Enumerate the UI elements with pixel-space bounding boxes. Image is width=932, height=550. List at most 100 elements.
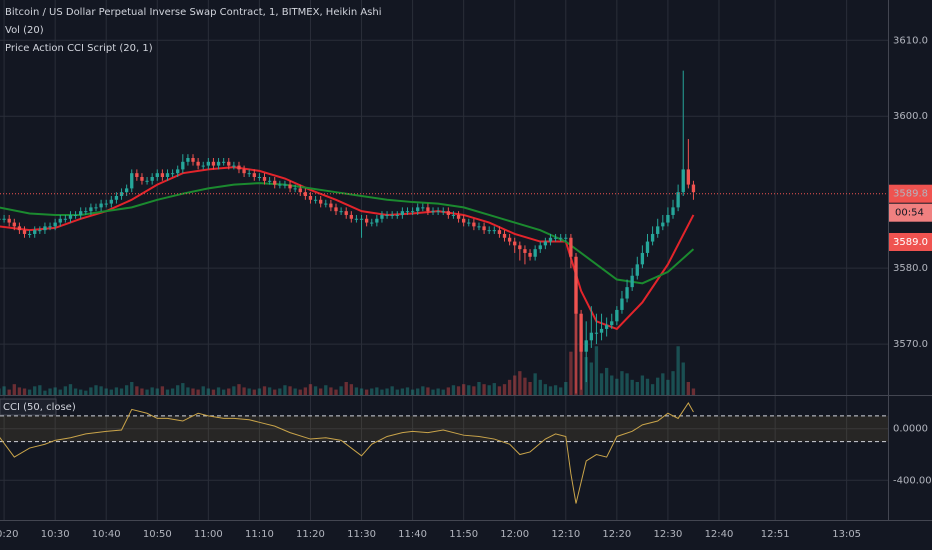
candle-body <box>640 252 645 265</box>
candle-body <box>89 207 93 212</box>
volume-bar <box>615 378 619 395</box>
candle-body <box>686 169 690 185</box>
candle-body <box>691 184 696 193</box>
candle-body <box>313 199 318 201</box>
candle-body <box>462 218 466 223</box>
volume-bar <box>523 377 527 395</box>
volume-bar <box>170 388 175 395</box>
x-tick-label: 12:00 <box>500 529 529 540</box>
candle-body <box>211 161 216 166</box>
volume-bar <box>513 375 517 395</box>
candle-body <box>436 211 440 213</box>
volume-bar <box>472 386 476 395</box>
candle-body <box>303 192 308 196</box>
volume-bar <box>119 388 124 395</box>
volume-bar <box>543 384 548 395</box>
volume-bar <box>114 387 119 395</box>
volume-bar <box>405 387 410 395</box>
candle-body <box>518 245 522 250</box>
candle-body <box>33 230 37 234</box>
volume-bar <box>303 387 308 395</box>
x-tick-label: 11:40 <box>398 529 427 540</box>
candle-body <box>370 222 374 224</box>
moving-average-line <box>0 166 695 331</box>
volume-bar <box>339 386 343 395</box>
volume-bar <box>375 387 379 395</box>
volume-bar <box>344 382 348 395</box>
candle-body <box>267 180 272 182</box>
volume-bar <box>497 386 502 395</box>
volume-bar <box>661 373 665 395</box>
x-tick-label: 10:30 <box>41 529 70 540</box>
candle-body <box>17 226 22 231</box>
volume-bar <box>686 382 690 395</box>
candle-body <box>390 214 394 216</box>
volume-bar <box>482 384 486 395</box>
volume-bar <box>27 389 32 395</box>
candle-body <box>124 188 129 193</box>
volume-bar <box>63 386 68 395</box>
candle-body <box>528 252 532 257</box>
candle-body <box>400 211 405 215</box>
volume-bar <box>594 346 599 395</box>
volume-bar <box>487 385 491 395</box>
candle-body <box>431 211 435 213</box>
indicator-tag <box>889 233 932 251</box>
volume-bar <box>456 386 461 395</box>
x-tick-label: 12:51 <box>761 529 790 540</box>
volume-bar <box>451 385 456 395</box>
candle-body <box>671 207 675 215</box>
candle-body <box>84 211 88 213</box>
volume-bar <box>528 382 532 395</box>
candle-body <box>324 203 328 205</box>
volume-bar <box>186 387 190 395</box>
volume-bar <box>196 389 200 395</box>
candle-body <box>451 214 456 216</box>
volume-bar <box>89 387 93 395</box>
volume-bar <box>416 388 420 395</box>
last-price-tag <box>889 184 932 203</box>
volume-bar <box>380 389 384 395</box>
candle-body <box>635 264 639 276</box>
volume-bar <box>569 351 573 395</box>
volume-bar <box>293 388 297 395</box>
volume-bar <box>538 379 542 395</box>
chart-title: Bitcoin / US Dollar Perpetual Inverse Sw… <box>5 7 382 18</box>
candle-body <box>548 237 553 242</box>
candle-body <box>160 173 165 177</box>
candle-body <box>58 218 62 223</box>
candle-body <box>140 176 144 181</box>
candle-body <box>395 214 399 216</box>
volume-bar <box>130 382 134 395</box>
x-tick-label: 10:20 <box>0 529 18 540</box>
candle-body <box>364 218 369 223</box>
volume-bar <box>99 386 103 395</box>
cci-label-box <box>0 398 57 416</box>
volume-bar <box>191 388 195 395</box>
candle-body <box>334 207 338 212</box>
candle-body <box>645 241 650 253</box>
volume-bar <box>48 388 52 395</box>
candle-body <box>650 233 655 242</box>
volume-bar <box>109 389 113 395</box>
volume-bar <box>533 373 537 395</box>
volume-bar <box>477 382 481 395</box>
volume-bar <box>2 386 6 395</box>
x-tick-label: 11:00 <box>194 529 223 540</box>
candle-body <box>604 325 609 329</box>
volume-bar <box>467 385 471 395</box>
candle-body <box>354 218 359 220</box>
volume-bar <box>640 375 645 395</box>
x-tick-label: 13:05 <box>832 529 861 540</box>
candle-body <box>487 230 491 232</box>
volume-bar <box>79 389 83 395</box>
candle-body <box>43 226 47 231</box>
volume-bar <box>446 387 450 395</box>
x-tick-label: 11:10 <box>245 529 274 540</box>
candle-body <box>186 158 190 162</box>
volume-bar <box>252 389 256 395</box>
volume-bar <box>84 390 88 395</box>
volume-bar <box>370 388 374 395</box>
